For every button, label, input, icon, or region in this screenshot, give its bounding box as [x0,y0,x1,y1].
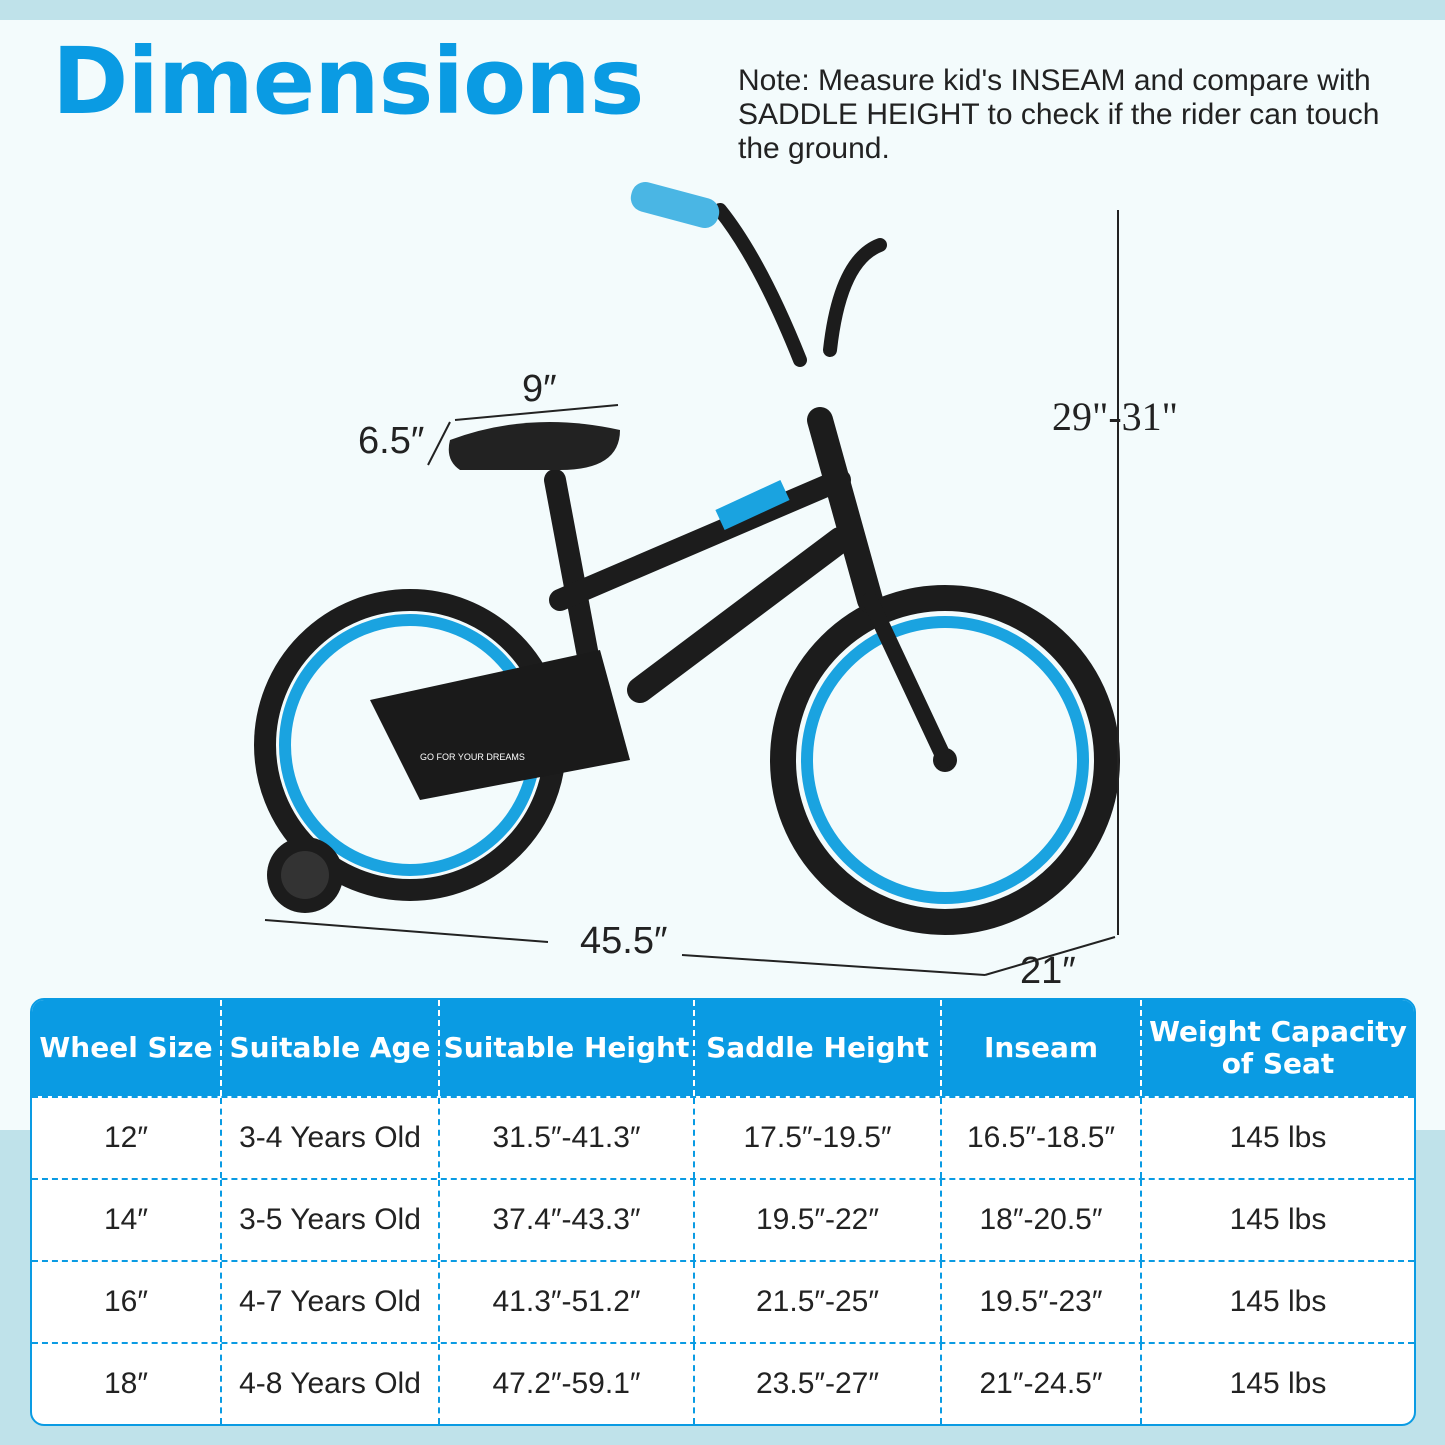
table-cell: 3-5 Years Old [222,1180,440,1260]
header-cell: Suitable Height [440,1000,695,1096]
table-cell: 21″-24.5″ [942,1344,1142,1424]
table-cell: 4-7 Years Old [222,1262,440,1342]
width-dimension: 21″ [1020,950,1076,992]
table-cell: 19.5″-22″ [695,1180,942,1260]
table-cell: 4-8 Years Old [222,1344,440,1424]
saddle [448,422,620,470]
header-cell: Inseam [942,1000,1142,1096]
chain-guard [370,650,630,800]
table-row: 14″ 3-5 Years Old 37.4″-43.3″ 19.5″-22″ … [32,1178,1414,1260]
dimension-arrows [264,210,1119,976]
frame [544,203,953,768]
table-cell: 16.5″-18.5″ [942,1098,1142,1178]
table-cell: 18″ [32,1344,222,1424]
table-cell: 18″-20.5″ [942,1180,1142,1260]
frame-accent-stripe [715,480,790,530]
table-cell: 145 lbs [1229,1367,1327,1400]
table-cell: 17.5″-19.5″ [695,1098,942,1178]
header-cell: Saddle Height [695,1000,942,1096]
table-row: 16″ 4-7 Years Old 41.3″-51.2″ 21.5″-25″ … [32,1260,1414,1342]
page-title: Dimensions [52,28,644,135]
table-cell: 145 lbs [1229,1203,1327,1236]
training-wheel [267,837,343,913]
bike-illustration: GO FOR YOUR DREAMS [254,182,1120,976]
table-cell: 145 lbs [1229,1285,1327,1318]
table-cell: 21.5″-25″ [695,1262,942,1342]
table-header: Wheel Size Suitable Age Suitable Height … [32,1000,1414,1096]
table-cell: 41.3″-51.2″ [440,1262,695,1342]
top-band [0,0,1445,20]
height-dimension: 29"-31" [1052,394,1178,439]
length-dimension: 45.5″ [580,920,668,962]
table-cell: 16″ [32,1262,222,1342]
table-row: 12″ 3-4 Years Old 31.5″-41.3″ 17.5″-19.5… [32,1096,1414,1178]
table-cell: 3-4 Years Old [222,1098,440,1178]
table-cell: 14″ [32,1180,222,1260]
table-cell: 47.2″-59.1″ [440,1344,695,1424]
header-cell: Wheel Size [32,1000,222,1096]
measurement-note: Note: Measure kid's INSEAM and compare w… [738,64,1380,165]
size-table: Wheel Size Suitable Age Suitable Height … [30,998,1416,1426]
header-cell: Suitable Age [222,1000,440,1096]
table-cell: 19.5″-23″ [942,1262,1142,1342]
table-row: 18″ 4-8 Years Old 47.2″-59.1″ 23.5″-27″ … [32,1342,1414,1424]
table-cell: 12″ [32,1098,222,1178]
table-cell: 145 lbs [1229,1121,1327,1154]
table-cell: 31.5″-41.3″ [440,1098,695,1178]
handlebar-grip [630,182,720,228]
bike-slogan: GO FOR YOUR DREAMS [420,752,525,762]
table-cell: 37.4″-43.3″ [440,1180,695,1260]
header-cell: Weight Capacity of Seat [1149,1015,1407,1080]
seat-width-dimension: 6.5″ [358,420,425,462]
table-cell: 23.5″-27″ [695,1344,942,1424]
seat-length-dimension: 9″ [522,368,557,410]
